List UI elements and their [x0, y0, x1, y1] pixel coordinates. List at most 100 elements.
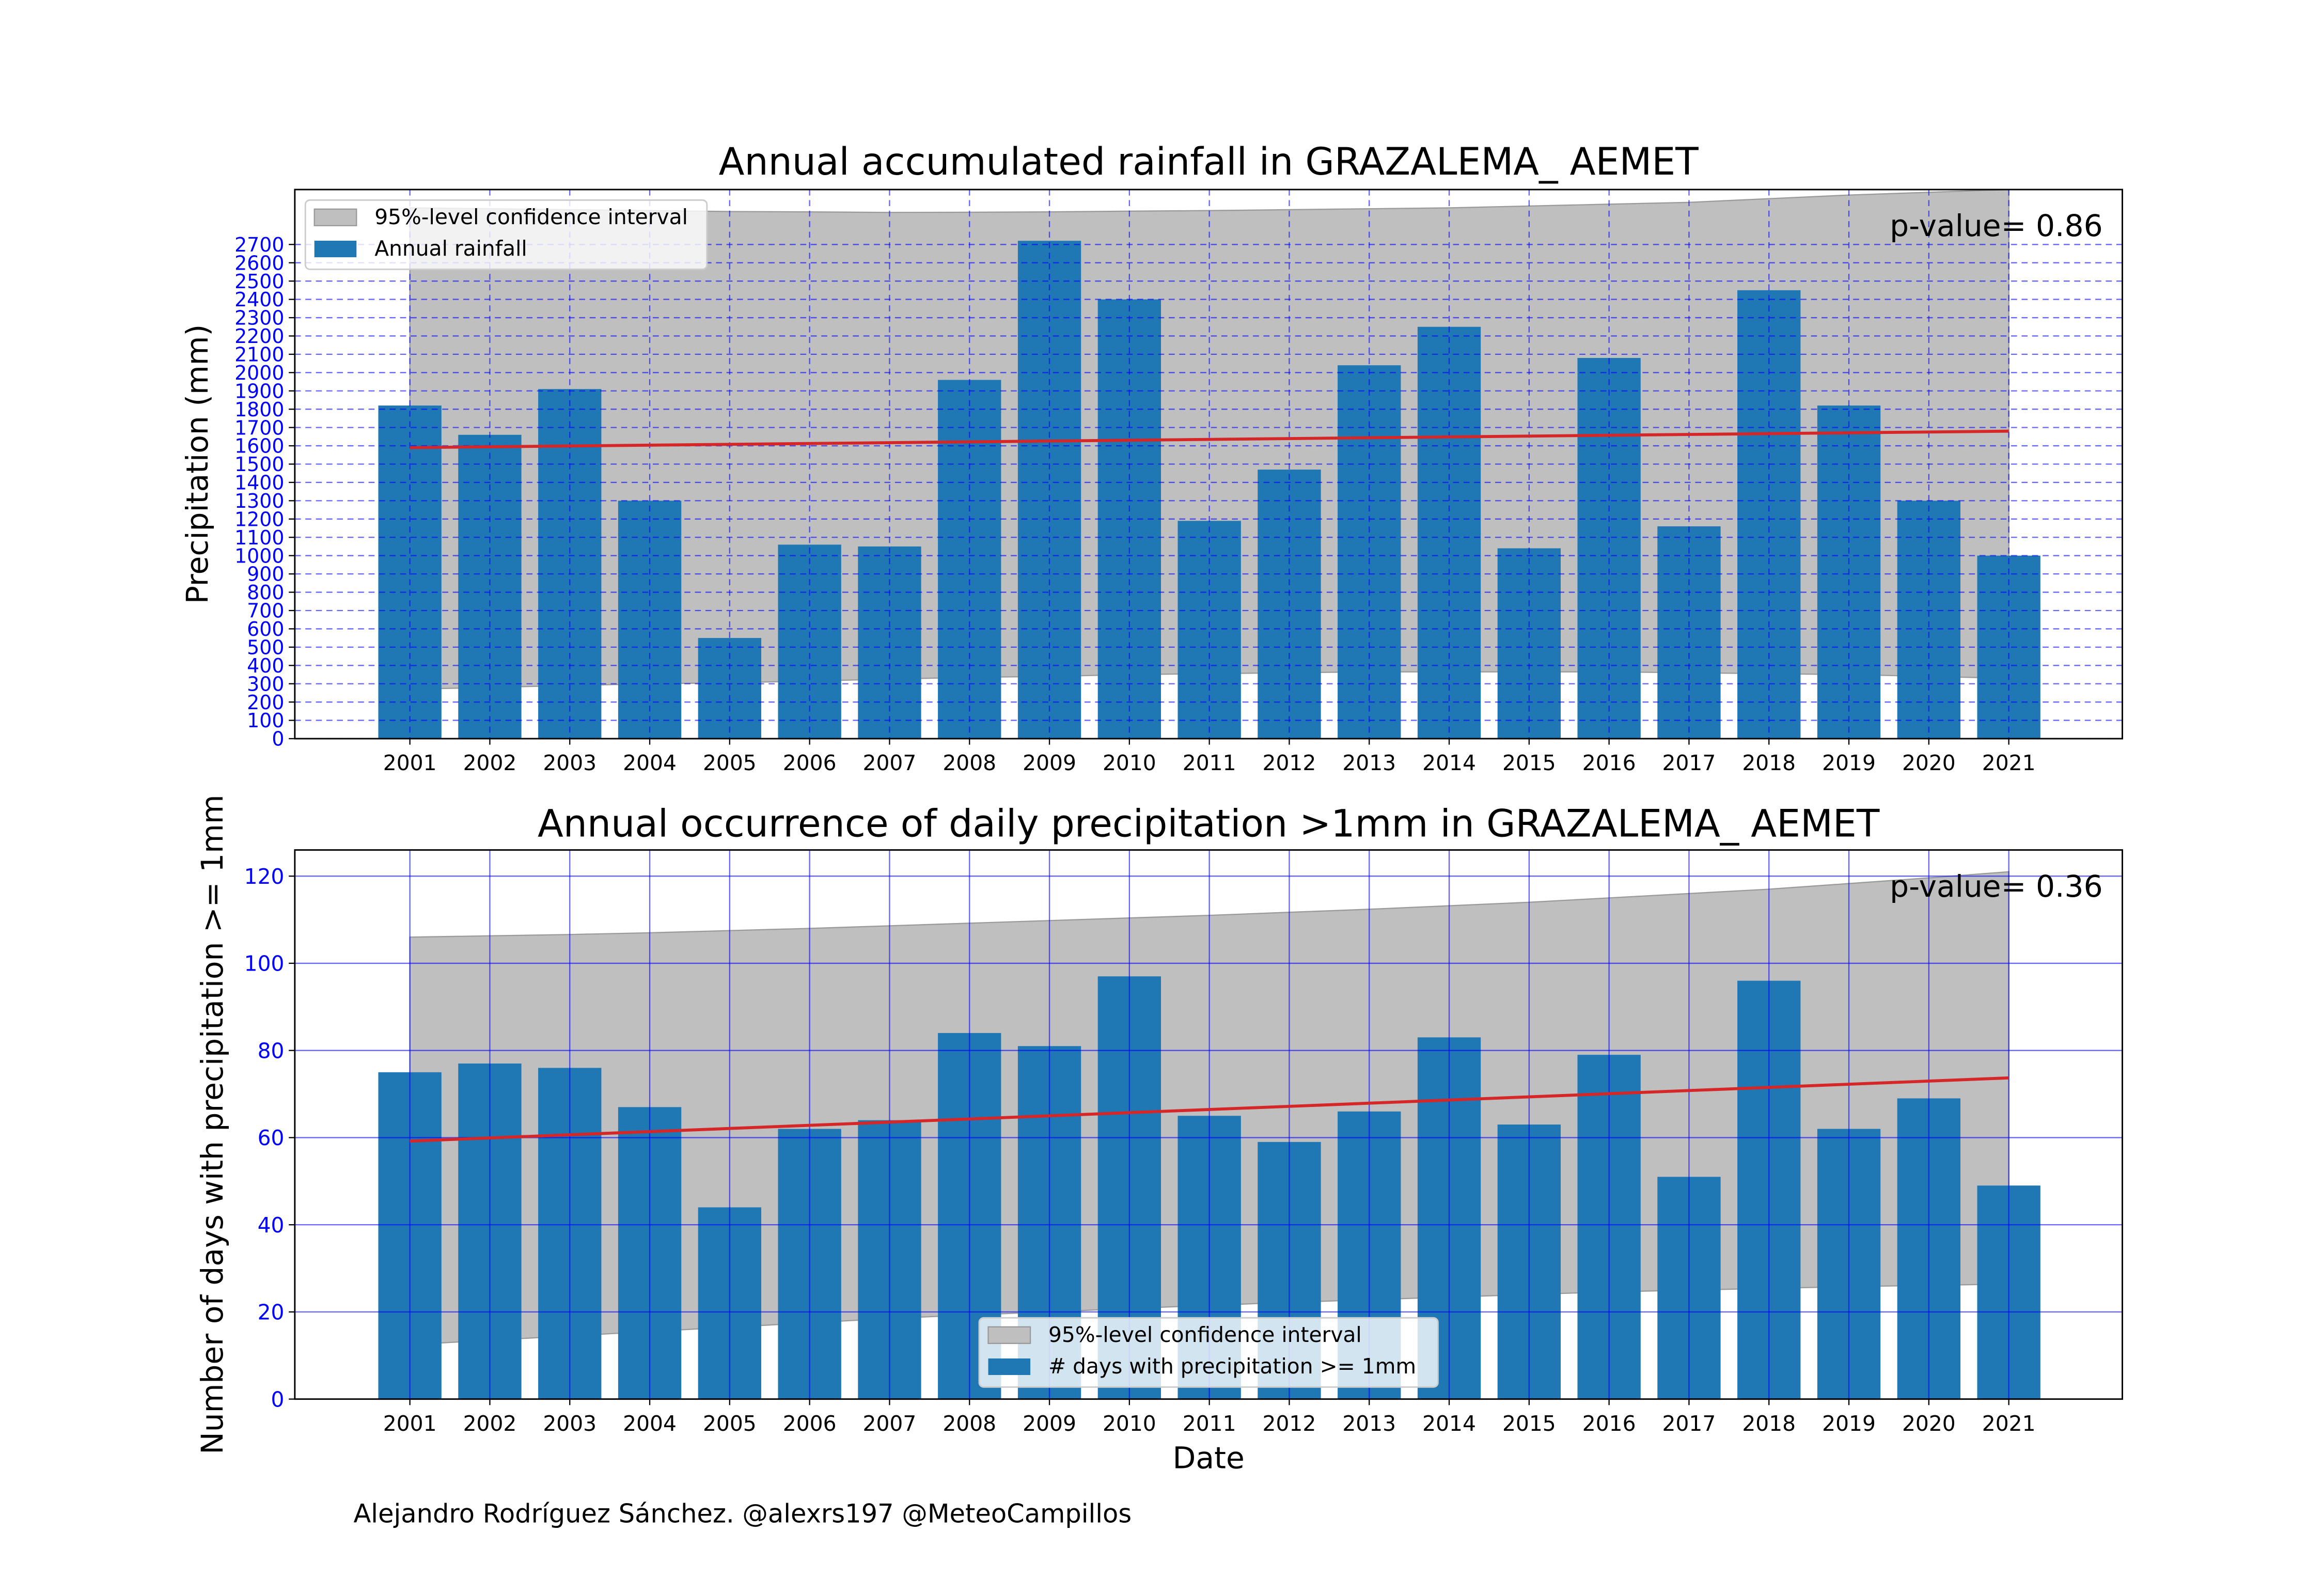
y-tick-label: 2400 — [234, 288, 284, 311]
legend-swatch-band — [987, 1326, 1031, 1345]
x-tick-label: 2010 — [1103, 751, 1156, 775]
x-tick-label: 2001 — [383, 1411, 437, 1436]
bar-2004 — [618, 501, 682, 739]
x-tick-label: 2018 — [1742, 1411, 1796, 1436]
p-value-annotation: p-value= 0.36 — [1890, 869, 2103, 904]
trend-line — [410, 429, 2009, 449]
x-tick-label: 2003 — [543, 1411, 596, 1436]
y-tick-label: 700 — [247, 600, 284, 622]
x-tick-label: 2005 — [703, 1411, 757, 1436]
p-value-annotation: p-value= 0.86 — [1890, 208, 2103, 243]
chart-title: Annual accumulated rainfall in GRAZALEMA… — [719, 140, 1699, 184]
legend-label-bar: Annual rainfall — [374, 236, 527, 261]
y-tick-label: 0 — [272, 728, 284, 751]
bar-2002 — [458, 434, 522, 739]
legend: 95%-level confidence interval # days with… — [978, 1317, 1439, 1388]
y-tick-label: 1200 — [234, 508, 284, 530]
x-tick-label: 2014 — [1422, 751, 1476, 775]
y-tick-label: 2100 — [234, 343, 284, 366]
x-tick-label: 2019 — [1822, 1411, 1876, 1436]
x-tick-label: 2016 — [1582, 751, 1636, 775]
x-tick-label: 2008 — [943, 751, 996, 775]
x-tick-label: 2015 — [1502, 1411, 1556, 1436]
x-tick-label: 2020 — [1902, 751, 1956, 775]
y-tick-label: 600 — [247, 618, 284, 640]
y-tick-label: 2200 — [234, 325, 284, 348]
x-tick-label: 2011 — [1183, 1411, 1236, 1436]
legend-label-band: 95%-level confidence interval — [374, 205, 688, 229]
y-tick-label: 1600 — [234, 435, 284, 458]
y-tick-label: 900 — [247, 563, 284, 586]
y-tick-label: 40 — [258, 1213, 285, 1238]
x-tick-label: 2007 — [863, 1411, 917, 1436]
x-tick-label: 2021 — [1982, 1411, 2036, 1436]
x-tick-label: 2011 — [1183, 751, 1236, 775]
y-tick-label: 2700 — [234, 233, 284, 256]
x-tick-label: 2004 — [623, 751, 677, 775]
y-tick-label: 100 — [247, 709, 284, 732]
x-tick-label: 2018 — [1742, 751, 1796, 775]
y-tick-label: 1100 — [234, 526, 284, 549]
x-tick-label: 2021 — [1982, 751, 2036, 775]
x-tick-label: 2008 — [943, 1411, 996, 1436]
y-tick-label: 120 — [244, 864, 285, 889]
y-tick-label: 500 — [247, 636, 284, 659]
x-tick-label: 2006 — [783, 751, 837, 775]
x-tick-label: 2013 — [1342, 751, 1396, 775]
y-tick-label: 2300 — [234, 307, 284, 330]
x-tick-label: 2005 — [703, 751, 757, 775]
y-tick-label: 1900 — [234, 380, 284, 402]
x-axis-label: Date — [1173, 1441, 1245, 1476]
y-tick-label: 400 — [247, 654, 284, 677]
legend-swatch-bar — [314, 241, 357, 258]
x-tick-label: 2006 — [783, 1411, 837, 1436]
legend-box — [304, 199, 708, 270]
bar-2020 — [1897, 501, 1961, 739]
y-tick-label: 1500 — [234, 453, 284, 476]
x-tick-label: 2014 — [1422, 1411, 1476, 1436]
y-tick-label: 20 — [258, 1300, 285, 1325]
trend-line — [410, 1076, 2009, 1143]
x-tick-label: 2004 — [623, 1411, 677, 1436]
chart-1: 0100200300400500600700800900100011001200… — [180, 140, 2123, 775]
y-tick-label: 300 — [247, 673, 284, 695]
y-tick-label: 1400 — [234, 472, 284, 494]
x-tick-label: 2017 — [1662, 751, 1716, 775]
bar-2011 — [1177, 521, 1241, 739]
x-tick-label: 2002 — [463, 1411, 517, 1436]
x-tick-label: 2009 — [1023, 751, 1076, 775]
legend-swatch-bar — [988, 1358, 1031, 1376]
x-tick-label: 2020 — [1902, 1411, 1956, 1436]
y-tick-label: 0 — [271, 1387, 285, 1412]
y-axis-label: Number of days with precipitation >= 1mm — [195, 794, 230, 1454]
author-credit: Alejandro Rodríguez Sánchez. @alexrs197 … — [353, 1499, 1132, 1530]
y-tick-label: 200 — [247, 691, 284, 714]
grid — [294, 850, 2123, 1400]
legend-label-band: 95%-level confidence interval — [1048, 1322, 1362, 1347]
x-tick-label: 2007 — [863, 751, 917, 775]
y-tick-label: 1800 — [234, 398, 284, 421]
x-tick-label: 2016 — [1582, 1411, 1636, 1436]
y-tick-label: 2000 — [234, 362, 284, 384]
x-tick-label: 2003 — [543, 751, 596, 775]
y-axis-label: Precipitation (mm) — [180, 324, 215, 604]
x-tick-label: 2010 — [1103, 1411, 1156, 1436]
x-tick-label: 2013 — [1342, 1411, 1396, 1436]
x-tick-label: 2001 — [383, 751, 437, 775]
y-tick-label: 2600 — [234, 252, 284, 274]
y-tick-label: 60 — [258, 1126, 285, 1150]
y-tick-label: 2500 — [234, 270, 284, 293]
x-tick-label: 2017 — [1662, 1411, 1716, 1436]
legend-swatch-band — [313, 208, 357, 227]
y-tick-label: 1000 — [234, 544, 284, 567]
y-tick-label: 1300 — [234, 490, 284, 512]
x-tick-label: 2012 — [1263, 1411, 1316, 1436]
bar-2018 — [1737, 290, 1801, 739]
x-tick-label: 2019 — [1822, 751, 1876, 775]
grid — [294, 189, 2123, 740]
legend-label-bar: # days with precipitation >= 1mm — [1048, 1354, 1416, 1379]
x-tick-label: 2009 — [1023, 1411, 1076, 1436]
y-tick-label: 100 — [244, 951, 285, 976]
